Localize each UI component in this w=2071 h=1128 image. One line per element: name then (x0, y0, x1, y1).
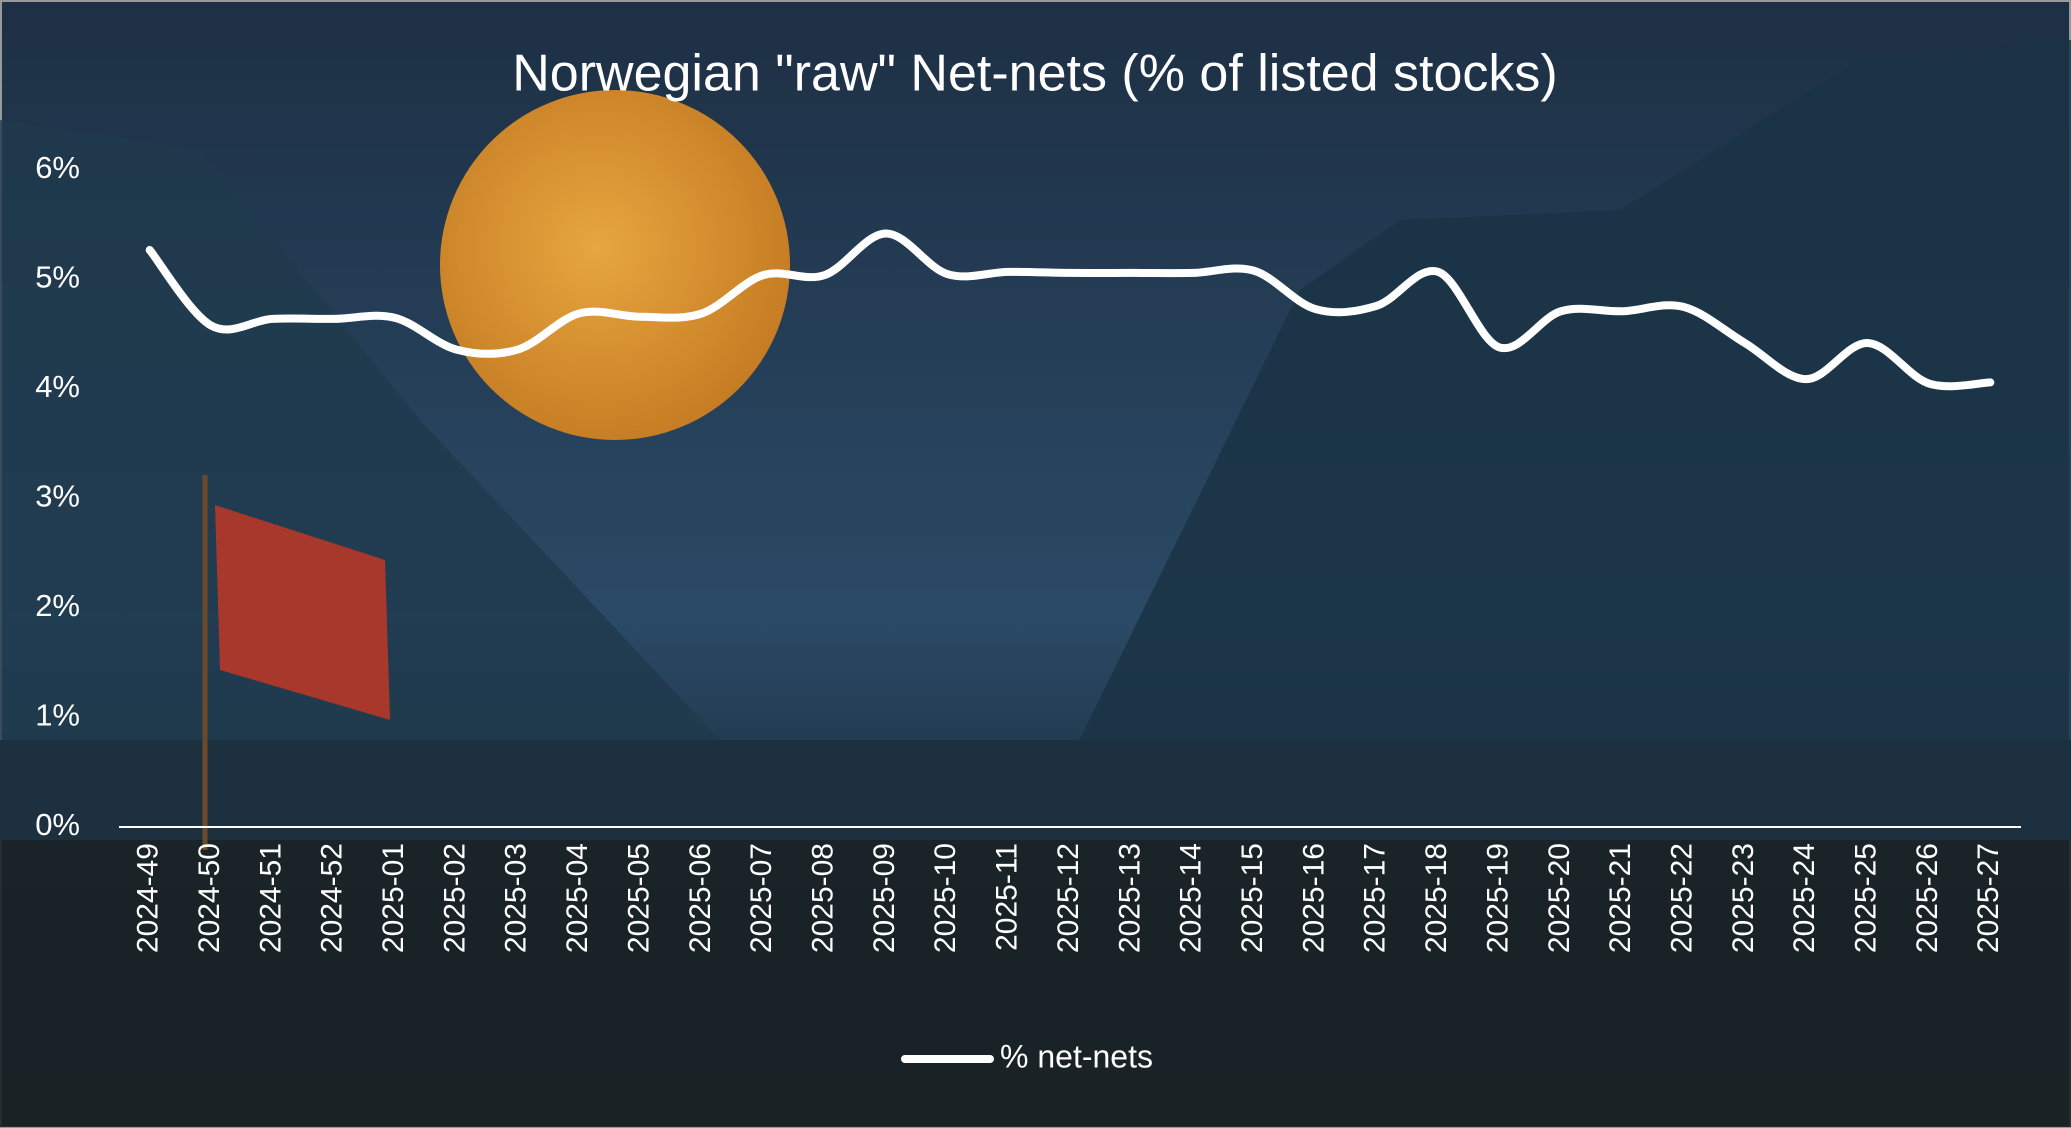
y-tick-label: 1% (35, 698, 80, 733)
x-tick-label: 2025-16 (1297, 843, 1330, 953)
water (0, 740, 2071, 840)
x-tick-label: 2025-17 (1359, 843, 1392, 953)
mountain-right (1050, 40, 2071, 800)
y-tick-label: 4% (35, 369, 80, 404)
x-tick-label: 2025-03 (500, 843, 533, 953)
x-tick-label: 2025-14 (1175, 843, 1208, 953)
x-tick-label: 2025-13 (1113, 843, 1146, 953)
x-tick-label: 2025-19 (1481, 843, 1514, 953)
y-tick-label: 5% (35, 260, 80, 295)
x-tick-label: 2025-24 (1788, 843, 1821, 953)
x-tick-label: 2025-08 (807, 843, 840, 953)
x-tick-label: 2025-15 (1236, 843, 1269, 953)
x-tick-label: 2025-10 (929, 843, 962, 953)
x-tick-label: 2025-09 (868, 843, 901, 953)
x-tick-label: 2025-23 (1727, 843, 1760, 953)
x-tick-label: 2025-01 (377, 843, 410, 953)
x-tick-label: 2025-25 (1850, 843, 1883, 953)
x-tick-label: 2025-06 (684, 843, 717, 953)
x-tick-label: 2024-50 (193, 843, 226, 953)
y-tick-label: 0% (35, 807, 80, 842)
x-tick-label: 2025-05 (622, 843, 655, 953)
x-tick-label: 2024-49 (132, 843, 165, 953)
y-tick-label: 2% (35, 588, 80, 623)
x-tick-label: 2025-04 (561, 843, 594, 953)
x-tick-label: 2025-27 (1972, 843, 2005, 953)
x-tick-label: 2025-20 (1543, 843, 1576, 953)
moon (440, 90, 790, 440)
x-tick-label: 2025-12 (1052, 843, 1085, 953)
flag (215, 505, 390, 720)
chart-title: Norwegian "raw" Net-nets (% of listed st… (512, 45, 1557, 103)
x-tick-label: 2024-52 (316, 843, 349, 953)
x-tick-label: 2025-02 (438, 843, 471, 953)
x-tick-label: 2025-26 (1911, 843, 1944, 953)
x-tick-label: 2025-22 (1665, 843, 1698, 953)
y-tick-label: 3% (35, 479, 80, 514)
shore (0, 840, 2071, 1127)
x-tick-label: 2024-51 (254, 843, 287, 953)
mountain-left (0, 120, 720, 760)
y-tick-label: 6% (35, 150, 80, 185)
x-tick-label: 2025-21 (1604, 843, 1637, 953)
x-tick-label: 2025-07 (745, 843, 778, 953)
data-line (145, 229, 1995, 391)
legend-label: % net-nets (1000, 1038, 1153, 1074)
x-tick-label: 2025-11 (991, 843, 1024, 951)
x-tick-label: 2025-18 (1420, 843, 1453, 953)
